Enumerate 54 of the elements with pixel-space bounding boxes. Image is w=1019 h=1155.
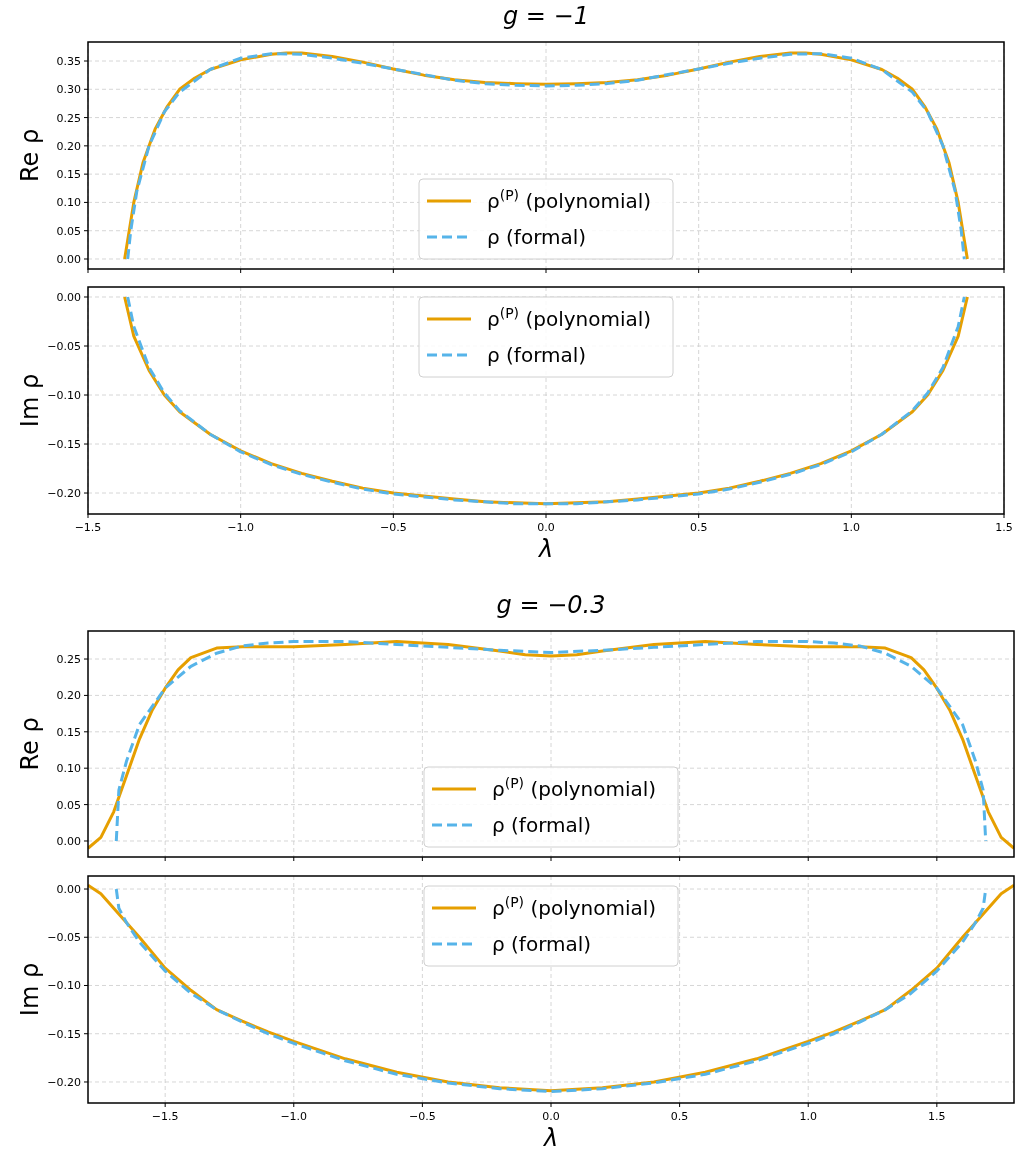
y-axis-title: Re ρ <box>16 128 44 183</box>
y-tick-label: −0.15 <box>47 1027 81 1041</box>
y-tick-label: 0.10 <box>56 762 81 776</box>
x-tick-label: 1.0 <box>842 521 861 534</box>
x-tick-label: 0.5 <box>689 521 708 534</box>
x-tick-label: −1.5 <box>151 1110 179 1123</box>
y-tick-label: −0.15 <box>47 438 81 452</box>
chart-title: g = −0.3 <box>496 591 606 619</box>
x-tick-label: 0.5 <box>670 1110 689 1123</box>
x-axis-title: λ <box>536 535 554 563</box>
y-tick-label: −0.10 <box>47 979 81 993</box>
y-tick-label: 0.00 <box>56 883 81 897</box>
x-tick-label: 1.0 <box>799 1110 817 1123</box>
y-tick-label: 0.30 <box>56 83 81 97</box>
y-tick-label: 0.25 <box>56 653 81 667</box>
x-tick-label: −1.0 <box>227 521 255 534</box>
y-tick-label: 0.05 <box>56 798 81 812</box>
y-tick-label: −0.05 <box>47 340 81 353</box>
y-tick-label: 0.00 <box>56 291 81 304</box>
x-tick-label: −0.5 <box>409 1110 436 1123</box>
y-axis-title: Re ρ <box>16 717 44 771</box>
x-tick-label: 0.0 <box>537 521 555 534</box>
y-tick-label: 0.15 <box>56 725 81 739</box>
x-tick-label: −0.5 <box>379 521 407 534</box>
y-axis-title: Im ρ <box>16 962 44 1017</box>
y-tick-label: 0.10 <box>56 196 81 210</box>
y-tick-label: 0.25 <box>56 111 81 125</box>
y-tick-label: −0.20 <box>47 1075 81 1089</box>
x-tick-label: −1.5 <box>74 521 102 534</box>
legend-label: ρ$^{(P)}$ (polynomial) <box>487 305 652 331</box>
legend-label: ρ (formal) <box>492 813 592 837</box>
legend-label: ρ (formal) <box>492 932 592 956</box>
x-tick-label: −1.0 <box>280 1110 308 1123</box>
x-axis-title: λ <box>541 1124 559 1152</box>
y-tick-label: 0.05 <box>56 224 81 238</box>
y-tick-label: 0.00 <box>56 834 81 848</box>
x-tick-label: 0.0 <box>542 1110 560 1123</box>
y-axis-title: Im ρ <box>16 373 44 428</box>
x-tick-label: 1.5 <box>928 1110 946 1123</box>
legend-label: ρ$^{(P)}$ (polynomial) <box>487 187 652 213</box>
y-tick-label: 0.35 <box>56 55 81 69</box>
y-tick-label: 0.20 <box>56 139 81 153</box>
legend-label: ρ (formal) <box>487 343 587 367</box>
y-tick-label: 0.20 <box>56 689 81 703</box>
chart-title: g = −1 <box>503 2 589 30</box>
legend-label: ρ$^{(P)}$ (polynomial) <box>492 775 657 801</box>
y-tick-label: −0.10 <box>47 389 81 403</box>
legend-label: ρ (formal) <box>487 225 587 249</box>
legend-label: ρ$^{(P)}$ (polynomial) <box>492 894 657 920</box>
y-tick-label: 0.15 <box>56 168 81 182</box>
y-tick-label: −0.20 <box>47 487 81 501</box>
x-tick-label: 1.5 <box>995 521 1013 534</box>
y-tick-label: 0.00 <box>56 252 81 266</box>
y-tick-label: −0.05 <box>47 931 81 945</box>
